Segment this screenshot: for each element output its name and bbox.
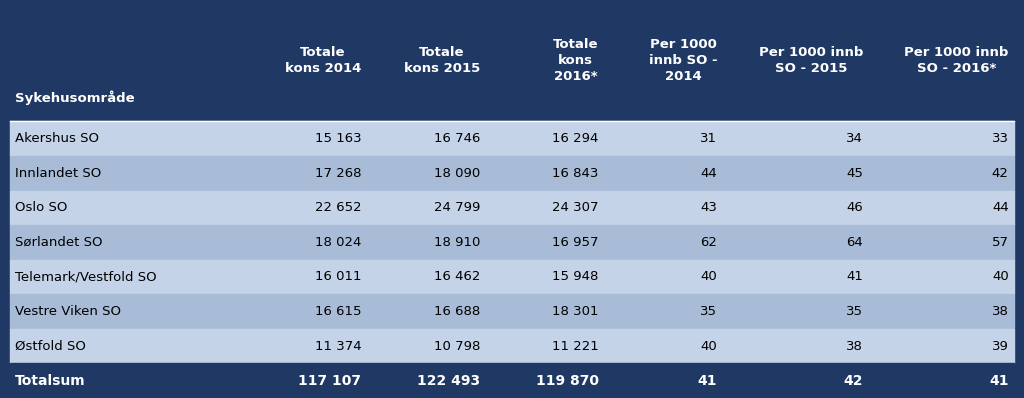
Text: 41: 41 bbox=[846, 271, 863, 283]
Text: 41: 41 bbox=[697, 374, 717, 388]
Text: 17 268: 17 268 bbox=[314, 167, 361, 180]
Bar bbox=[10, 156, 1014, 191]
Text: Innlandet SO: Innlandet SO bbox=[15, 167, 101, 180]
Text: 16 615: 16 615 bbox=[314, 305, 361, 318]
Text: 119 870: 119 870 bbox=[536, 374, 599, 388]
Bar bbox=[10, 0, 1014, 121]
Bar bbox=[10, 363, 1014, 398]
Text: Totalsum: Totalsum bbox=[15, 374, 86, 388]
Text: Per 1000 innb
SO - 2016*: Per 1000 innb SO - 2016* bbox=[904, 46, 1009, 75]
Text: 40: 40 bbox=[700, 271, 717, 283]
Text: 16 462: 16 462 bbox=[433, 271, 480, 283]
Text: 18 090: 18 090 bbox=[433, 167, 480, 180]
Text: 35: 35 bbox=[700, 305, 717, 318]
Text: Totale
kons
2016*: Totale kons 2016* bbox=[553, 38, 599, 83]
Text: 46: 46 bbox=[846, 201, 863, 215]
Text: 15 948: 15 948 bbox=[552, 271, 599, 283]
Text: Østfold SO: Østfold SO bbox=[15, 339, 86, 353]
Text: Sørlandet SO: Sørlandet SO bbox=[15, 236, 102, 249]
Text: Vestre Viken SO: Vestre Viken SO bbox=[15, 305, 122, 318]
Text: 38: 38 bbox=[992, 305, 1009, 318]
Text: 31: 31 bbox=[700, 132, 717, 145]
Text: 16 746: 16 746 bbox=[433, 132, 480, 145]
Text: 10 798: 10 798 bbox=[433, 339, 480, 353]
Text: 38: 38 bbox=[846, 339, 863, 353]
Text: 44: 44 bbox=[992, 201, 1009, 215]
Text: 41: 41 bbox=[989, 374, 1009, 388]
Text: 11 221: 11 221 bbox=[552, 339, 599, 353]
Text: 15 163: 15 163 bbox=[314, 132, 361, 145]
Text: Akershus SO: Akershus SO bbox=[15, 132, 99, 145]
Bar bbox=[10, 329, 1014, 363]
Text: 16 688: 16 688 bbox=[433, 305, 480, 318]
Text: Sykehusområde: Sykehusområde bbox=[15, 91, 135, 105]
Text: Per 1000 innb
SO - 2015: Per 1000 innb SO - 2015 bbox=[759, 46, 863, 75]
Text: 16 294: 16 294 bbox=[552, 132, 599, 145]
Text: 40: 40 bbox=[700, 339, 717, 353]
Text: 39: 39 bbox=[992, 339, 1009, 353]
Text: 33: 33 bbox=[991, 132, 1009, 145]
Bar bbox=[10, 121, 1014, 156]
Text: Totale
kons 2014: Totale kons 2014 bbox=[285, 46, 361, 75]
Text: 24 799: 24 799 bbox=[433, 201, 480, 215]
Text: 18 910: 18 910 bbox=[433, 236, 480, 249]
Text: 40: 40 bbox=[992, 271, 1009, 283]
Bar bbox=[10, 294, 1014, 329]
Text: Per 1000
innb SO -
2014: Per 1000 innb SO - 2014 bbox=[648, 38, 717, 83]
Text: 122 493: 122 493 bbox=[417, 374, 480, 388]
Text: 35: 35 bbox=[846, 305, 863, 318]
Text: Telemark/Vestfold SO: Telemark/Vestfold SO bbox=[15, 271, 157, 283]
Bar bbox=[10, 259, 1014, 294]
Text: 43: 43 bbox=[700, 201, 717, 215]
Text: 22 652: 22 652 bbox=[314, 201, 361, 215]
Text: Totale
kons 2015: Totale kons 2015 bbox=[403, 46, 480, 75]
Text: 57: 57 bbox=[991, 236, 1009, 249]
Text: 16 957: 16 957 bbox=[552, 236, 599, 249]
Text: 16 011: 16 011 bbox=[314, 271, 361, 283]
Text: 34: 34 bbox=[846, 132, 863, 145]
Text: 62: 62 bbox=[700, 236, 717, 249]
Text: 18 301: 18 301 bbox=[552, 305, 599, 318]
Text: 117 107: 117 107 bbox=[298, 374, 361, 388]
Text: 44: 44 bbox=[700, 167, 717, 180]
Text: 64: 64 bbox=[846, 236, 863, 249]
Text: 24 307: 24 307 bbox=[552, 201, 599, 215]
Text: Oslo SO: Oslo SO bbox=[15, 201, 68, 215]
Text: 18 024: 18 024 bbox=[314, 236, 361, 249]
Text: 42: 42 bbox=[992, 167, 1009, 180]
Text: 11 374: 11 374 bbox=[314, 339, 361, 353]
Text: 45: 45 bbox=[846, 167, 863, 180]
Text: 16 843: 16 843 bbox=[552, 167, 599, 180]
Bar bbox=[10, 225, 1014, 259]
Text: 42: 42 bbox=[844, 374, 863, 388]
Bar bbox=[10, 191, 1014, 225]
